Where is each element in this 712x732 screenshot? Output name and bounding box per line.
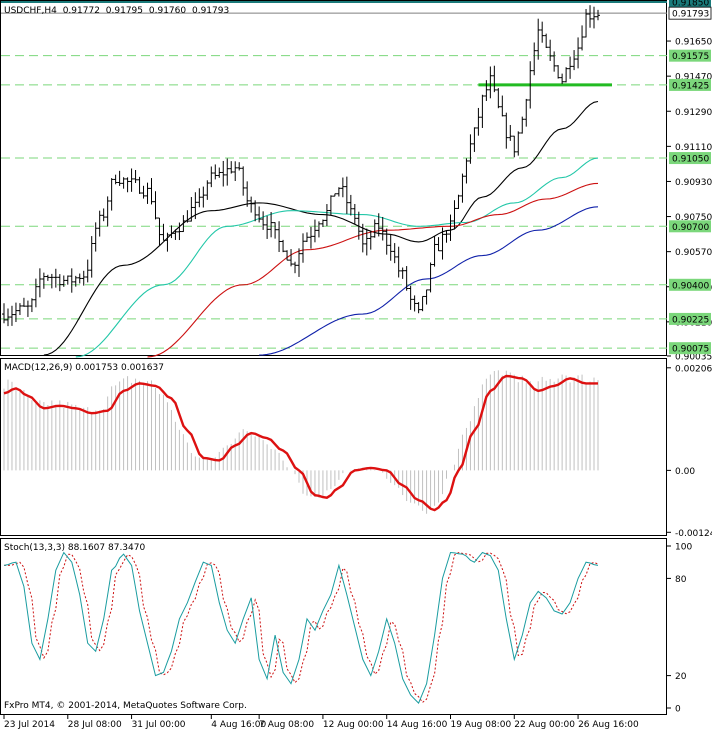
level-price-label: 0.91575 (672, 52, 709, 62)
price-axis-label: 0.91110 (675, 143, 712, 153)
time-axis-label: 12 Aug 00:00 (323, 720, 384, 730)
panel-frames (0, 0, 667, 715)
close-value: 0.91793 (192, 6, 229, 16)
price-axis-label: 0.90570 (675, 248, 712, 258)
macd-panel-frame (0, 358, 667, 536)
macd-histogram (3, 370, 599, 514)
level-price-label: 0.91050 (672, 155, 709, 165)
level-price-label: 0.91425 (672, 81, 709, 91)
moving-average-line (75, 157, 599, 358)
moving-average-line (147, 182, 599, 358)
price-axis-label: 0.90750 (675, 213, 712, 223)
stoch-axis-label: 20 (675, 672, 687, 682)
price-axis-label: 0.91470 (675, 73, 712, 83)
time-axis-label: 22 Aug 00:00 (514, 720, 575, 730)
price-axis-label: 0.91290 (675, 108, 712, 118)
stoch-main-line (3, 551, 599, 704)
stoch-label: Stoch(13,3,3) 88.1607 87.3470 (4, 543, 145, 553)
stochastic-axis: 100 80 20 0 (667, 543, 692, 715)
time-axis: 23 Jul 2014 28 Jul 08:00 31 Jul 00:00 4 Aug… (3, 715, 639, 730)
price-bars (2, 5, 600, 327)
time-axis-label: 23 Jul 2014 (4, 720, 55, 730)
symbol-header: USDCHF,H4 0.91772 0.91795 0.91760 0.9179… (4, 6, 229, 16)
macd-axis: 0.002064 0.00 -0.001246 (667, 364, 712, 539)
level-price-tag (669, 342, 711, 355)
price-panel-frame (0, 0, 667, 356)
stoch-axis-label: 100 (675, 543, 692, 553)
price-axis: 0.91650 0.91470 0.91290 0.91110 0.90930 0.907… (667, 0, 712, 362)
macd-signal-line (3, 374, 598, 512)
level-price-tag (669, 220, 711, 233)
level-price-label: 0.90075 (672, 345, 709, 355)
macd-axis-label: 0.00 (675, 467, 695, 477)
moving-average-line (43, 100, 599, 356)
time-axis-label: 31 Jul 00:00 (132, 720, 186, 730)
stoch-panel-frame (0, 538, 667, 715)
time-axis-label: 28 Jul 08:00 (68, 720, 122, 730)
macd-signal-path (3, 374, 598, 512)
high-value: 0.91795 (106, 6, 143, 16)
level-price-label: 0.90700 (672, 223, 709, 233)
time-axis-label: 4 Aug 16:00 (211, 720, 266, 730)
level-price-tag (669, 0, 711, 9)
stoch-axis-label: 80 (675, 575, 687, 585)
stoch-axis-label: 0 (675, 705, 681, 715)
level-price-label: 0.90225 (672, 315, 709, 325)
chart-headers: USDCHF,H4 0.91772 0.91795 0.91760 0.9179… (4, 6, 247, 711)
copyright-text: FxPro MT4, © 2001-2014, MetaQuotes Softw… (4, 701, 247, 711)
open-value: 0.91772 (63, 6, 100, 16)
level-price-tag (669, 152, 711, 165)
price-axis-label: 0.91650 (675, 38, 712, 48)
level-price-tag (669, 312, 711, 325)
level-price-label: 0.91850 (672, 0, 709, 9)
price-axis-label: 0.90035 (675, 352, 712, 362)
macd-axis-label: 0.002064 (675, 364, 712, 374)
time-axis-label: 19 Aug 08:00 (450, 720, 511, 730)
level-price-tag (669, 49, 711, 62)
symbol-name: USDCHF,H4 (4, 6, 57, 16)
moving-averages (43, 100, 599, 358)
price-axis-label: 0.90930 (675, 178, 712, 188)
macd-axis-label: -0.001246 (675, 529, 712, 539)
level-price-tag (669, 278, 711, 291)
stoch-signal-line (4, 552, 599, 704)
level-price-tag (668, 6, 712, 20)
level-price-label: 0.91793 (672, 10, 709, 20)
moving-average-line (259, 206, 599, 356)
low-value: 0.91760 (149, 6, 186, 16)
level-price-label: 0.90400 (672, 281, 709, 291)
level-price-tag (669, 78, 711, 91)
time-axis-label: 7 Aug 08:00 (259, 720, 314, 730)
time-axis-label: 14 Aug 16:00 (387, 720, 448, 730)
time-axis-label: 26 Aug 16:00 (578, 720, 639, 730)
stochastic-lines (3, 551, 599, 704)
macd-label: MACD(12,26,9) 0.001753 0.001637 (4, 363, 164, 373)
price-levels (1, 1, 667, 349)
